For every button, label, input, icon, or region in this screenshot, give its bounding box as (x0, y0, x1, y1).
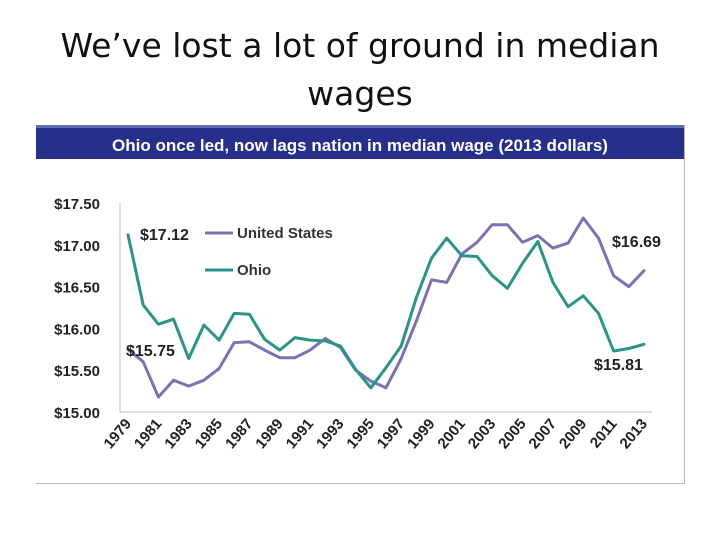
x-tick-label: 1983 (161, 416, 195, 452)
series-lines (126, 216, 646, 399)
y-tick-label: $17.50 (54, 196, 100, 213)
legend-label: United States (237, 225, 333, 242)
x-tick-label: 2011 (587, 416, 621, 452)
y-tick-label: $16.50 (54, 280, 100, 297)
legend-label: Ohio (237, 262, 271, 279)
annotation-oh-start: $17.12 (140, 227, 189, 244)
x-tick-label: 1989 (252, 416, 286, 452)
x-tick-label: 2007 (526, 416, 560, 452)
x-tick-label: 1991 (283, 416, 317, 452)
x-tick-label: 1987 (222, 416, 256, 452)
chart-axes (119, 203, 652, 413)
x-tick-label: 2001 (434, 416, 468, 452)
x-tick-label: 1997 (374, 416, 408, 452)
annotations: $17.12 $15.75 $16.69 $15.81 (126, 227, 661, 374)
x-tick-label: 2003 (465, 416, 499, 452)
y-axis-ticks: $17.50 $17.00 $16.50 $16.00 $15.50 $15.00 (54, 196, 100, 422)
x-axis-ticks: 1979198119831985198719891991199319951997… (101, 416, 651, 452)
x-tick-label: 1981 (131, 416, 165, 452)
annotation-us-start: $15.75 (126, 343, 175, 360)
series-line-united-states (126, 216, 646, 399)
x-tick-label: 1985 (192, 416, 226, 452)
x-tick-label: 2009 (556, 416, 590, 452)
x-tick-label: 1993 (313, 416, 347, 452)
y-tick-label: $15.50 (54, 363, 100, 380)
y-tick-label: $16.00 (54, 321, 100, 338)
x-tick-label: 1979 (101, 416, 135, 452)
x-tick-label: 2005 (495, 416, 529, 452)
x-tick-label: 1999 (404, 416, 438, 452)
annotation-us-end: $16.69 (612, 234, 661, 251)
x-tick-label: 1995 (343, 416, 377, 452)
slide-title: We’ve lost a lot of ground in median wag… (60, 26, 660, 113)
series-line-ohio (126, 233, 646, 390)
x-tick-label: 2013 (617, 416, 651, 452)
legend: United States Ohio (205, 225, 333, 279)
annotation-oh-end: $15.81 (594, 357, 643, 374)
chart-title: Ohio once led, now lags nation in median… (36, 125, 684, 159)
y-tick-label: $15.00 (54, 405, 100, 422)
y-tick-label: $17.00 (54, 238, 100, 255)
